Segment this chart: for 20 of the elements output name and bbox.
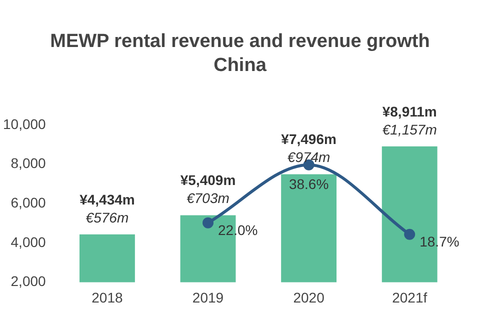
annotation: €974m [287, 149, 331, 166]
x-tick-label: 2021f [392, 289, 428, 306]
x-tick-label: 2018 [92, 289, 123, 306]
data-label: 38.6% [288, 176, 329, 192]
data-label: ¥4,434m [80, 191, 135, 208]
annotation: €703m [186, 190, 230, 206]
x-tick-label: 2019 [192, 289, 224, 306]
data-label: ¥5,409m [180, 172, 236, 188]
chart-subtitle: China [212, 54, 268, 78]
y-tick-label: 10,000 [2, 116, 46, 132]
data-label: ¥7,496m [281, 131, 336, 148]
y-tick-label: 8,000 [10, 155, 46, 172]
data-label: ¥8,911m [382, 103, 437, 120]
y-tick-label: 6,000 [10, 194, 46, 210]
x-tick-label: 2020 [293, 289, 325, 306]
y-tick-label: 2,000 [10, 273, 46, 290]
annotation: €576m [86, 209, 129, 226]
y-tick-label: 4,000 [10, 234, 46, 250]
annotation: €1,157m [382, 121, 438, 138]
chart-title: MEWP rental revenue and revenue growth [49, 30, 431, 54]
